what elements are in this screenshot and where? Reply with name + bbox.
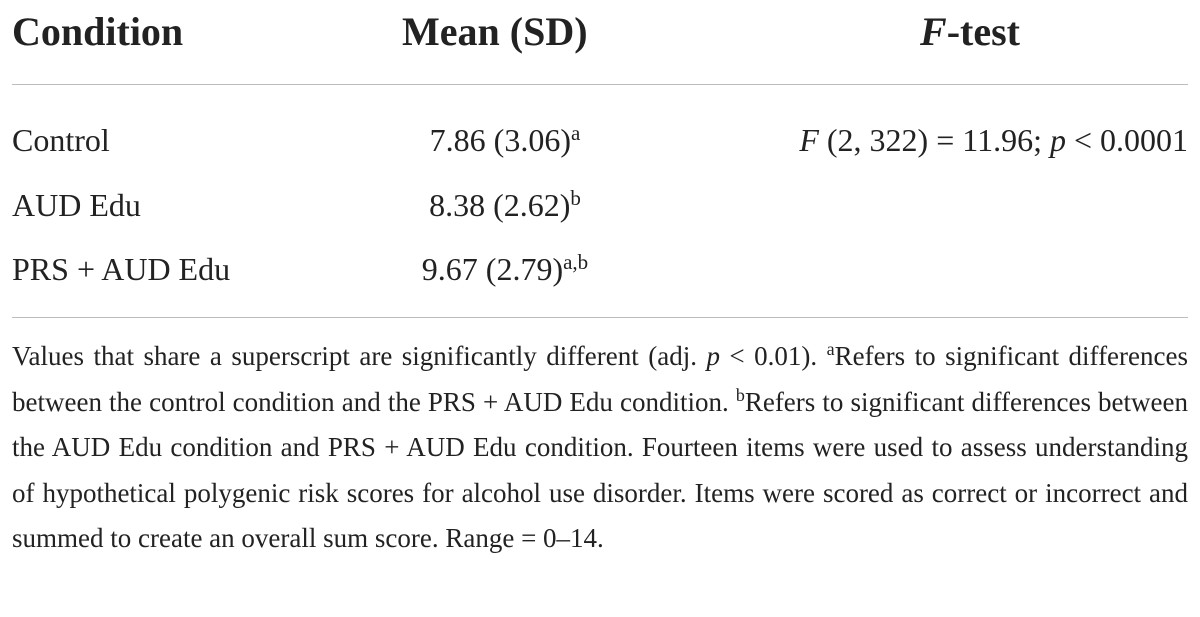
cell-mean-sd: 8.38 (2.62)b	[396, 185, 614, 225]
superscript: a	[570, 121, 581, 145]
cell-ftest: F (2, 322) = 11.96; p < 0.0001	[799, 120, 1188, 160]
cell-mean-sd: 9.67 (2.79)a,b	[396, 249, 614, 289]
table-row: PRS + AUD Edu 9.67 (2.79)a,b	[12, 249, 1188, 289]
mean-sd-value: 8.38 (2.62)	[429, 187, 571, 223]
superscript: b	[570, 186, 581, 210]
header-mean-sd: Mean (SD)	[402, 9, 588, 54]
cell-condition: PRS + AUD Edu	[12, 251, 231, 287]
footnote-part3: Refers to significant differences betwee…	[12, 341, 1188, 417]
footnote-part1: Values that share a superscript are sign…	[12, 341, 707, 371]
table-row: Control 7.86 (3.06)a F (2, 322) = 11.96;…	[12, 120, 1188, 160]
footnote-part4: Refers to significant differences betwee…	[12, 386, 1188, 554]
cell-mean-sd: 7.86 (3.06)a	[396, 120, 614, 160]
mean-sd-value: 7.86 (3.06)	[429, 122, 571, 158]
footnote-sup-a: a	[826, 339, 835, 359]
header-ftest-f: F	[920, 9, 947, 54]
results-table: Condition Mean (SD) F-test Control 7.86 …	[12, 0, 1188, 318]
cell-condition: AUD Edu	[12, 187, 141, 223]
table-row: AUD Edu 8.38 (2.62)b	[12, 185, 1188, 225]
table-body: Control 7.86 (3.06)a F (2, 322) = 11.96;…	[12, 85, 1188, 318]
cell-condition: Control	[12, 122, 110, 158]
superscript: a,b	[563, 250, 589, 274]
table-header-row: Condition Mean (SD) F-test	[12, 0, 1188, 85]
table-footnote: Values that share a superscript are sign…	[12, 334, 1188, 562]
ftest-tail: < 0.0001	[1065, 122, 1188, 158]
header-condition: Condition	[12, 9, 184, 54]
header-ftest: F-test	[920, 8, 1020, 56]
ftest-middle: (2, 322) = 11.96;	[818, 122, 1050, 158]
footnote-p: p	[706, 341, 720, 371]
footnote-sup-b: b	[735, 384, 745, 405]
ftest-p: p	[1049, 122, 1066, 158]
ftest-f: F	[799, 122, 819, 158]
mean-sd-value: 9.67 (2.79)	[421, 251, 564, 287]
header-ftest-rest: -test	[946, 9, 1020, 54]
footnote-part2: < 0.01).	[719, 341, 827, 371]
